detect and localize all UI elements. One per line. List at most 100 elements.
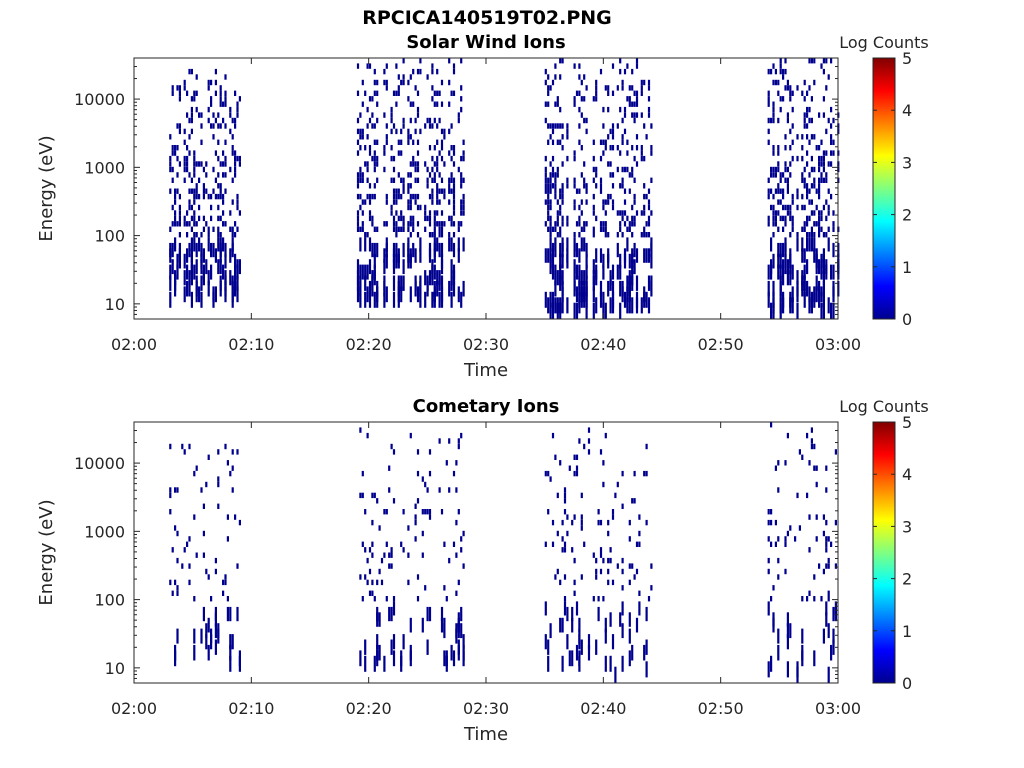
spectrogram-cell — [647, 215, 651, 222]
spectrogram-cell — [361, 596, 364, 602]
spectrogram-cell — [414, 514, 417, 520]
spectrogram-cell — [801, 145, 804, 151]
spectrogram-cell — [193, 150, 196, 156]
spectrogram-cell — [378, 612, 381, 627]
spectrogram-cell — [202, 166, 205, 173]
spectrogram-cell — [803, 166, 806, 173]
spectrogram-cell — [359, 264, 362, 280]
spectrogram-cell — [818, 221, 821, 227]
spectrogram-cell — [438, 291, 441, 308]
spectrogram-cell — [236, 199, 239, 205]
spectrogram-cell — [561, 193, 564, 200]
spectrogram-cell — [460, 106, 463, 113]
spectrogram-cell — [207, 617, 210, 633]
spectrogram-cell — [595, 85, 598, 91]
spectrogram-cell — [193, 161, 196, 167]
spectrogram-cell — [607, 106, 610, 113]
spectrogram-cell — [186, 541, 189, 547]
spectrogram-cell — [450, 177, 453, 183]
spectrogram-cell — [214, 90, 217, 96]
spectrogram-cell — [390, 639, 393, 655]
spectrogram-cell — [436, 221, 439, 227]
spectrogram-cell — [383, 552, 386, 558]
spectrogram-cell — [424, 481, 427, 488]
spectrogram-cell — [359, 128, 362, 135]
spectrogram-cell — [808, 215, 811, 222]
spectrogram-cell — [400, 215, 403, 222]
spectrogram-cell — [373, 79, 376, 86]
spectrogram-cell — [356, 275, 360, 291]
spectrogram-cell — [635, 275, 639, 291]
spectrogram-cell — [361, 134, 364, 140]
spectrogram-cell — [789, 161, 792, 167]
spectrogram-cell — [409, 650, 412, 667]
spectrogram-cell — [566, 123, 569, 129]
spectrogram-cell — [409, 221, 412, 227]
spectrogram-cell — [234, 150, 237, 156]
spectrogram-cell — [611, 183, 615, 189]
spectrogram-cell — [368, 568, 372, 575]
spectrogram-cell — [789, 259, 792, 275]
spectrogram-cell — [820, 63, 823, 69]
spectrogram-cell — [573, 177, 576, 183]
spectrogram-cell — [647, 199, 651, 205]
spectrogram-cell — [364, 90, 367, 96]
spectrogram-cell — [438, 117, 441, 124]
spectrogram-cell — [416, 204, 420, 211]
spectrogram-cell — [770, 655, 773, 672]
spectrogram-cell — [460, 172, 463, 178]
spectrogram-cell — [448, 101, 451, 107]
spectrogram-cell — [231, 145, 234, 151]
spectrogram-cell — [366, 193, 369, 200]
spectrogram-cell — [568, 650, 571, 667]
spectrogram-cell — [212, 112, 215, 118]
spectrogram-cell — [414, 193, 417, 200]
spectrogram-cell — [193, 596, 196, 602]
spectrogram-cell — [592, 232, 595, 238]
spectrogram-cell — [366, 232, 369, 238]
spectrogram-cell — [784, 161, 787, 167]
spectrogram-cell — [803, 248, 806, 263]
spectrogram-cell — [222, 172, 225, 178]
spectrogram-cell — [595, 297, 598, 314]
spectrogram-cell — [214, 79, 217, 86]
spectrogram-cell — [635, 58, 639, 64]
spectrogram-cell — [786, 661, 789, 678]
colorbar-tick-label: 5 — [902, 413, 912, 432]
spectrogram-cell — [388, 487, 391, 493]
spectrogram-cell — [400, 286, 403, 303]
spectrogram-cell — [193, 193, 196, 200]
spectrogram-cell — [813, 650, 816, 667]
spectrogram-cell — [549, 199, 552, 205]
spectrogram-cell — [198, 204, 201, 211]
spectrogram-cell — [416, 574, 420, 580]
spectrogram-cell — [808, 199, 811, 205]
spectrogram-cell — [217, 123, 220, 129]
spectrogram-cell — [559, 253, 562, 269]
spectrogram-cell — [626, 226, 629, 232]
spectrogram-cell — [791, 155, 794, 162]
spectrogram-cell — [462, 530, 465, 537]
spectrogram-cell — [457, 248, 460, 263]
spectrogram-cell — [645, 291, 648, 308]
spectrogram-cell — [174, 650, 177, 667]
spectrogram-cell — [556, 210, 559, 216]
spectrogram-cell — [416, 90, 420, 96]
spectrogram-cell — [777, 557, 780, 564]
spectrogram-cell — [832, 639, 835, 655]
spectrogram-cell — [169, 264, 172, 280]
spectrogram-cell — [808, 117, 811, 124]
spectrogram-cell — [631, 215, 634, 222]
spectrogram-cell — [770, 519, 773, 526]
spectrogram-cell — [205, 221, 208, 227]
spectrogram-cell — [214, 193, 217, 200]
spectrogram-cell — [643, 291, 646, 308]
spectrogram-cell — [366, 106, 369, 113]
spectrogram-cell — [210, 596, 213, 602]
spectrogram-cell — [443, 128, 446, 135]
spectrogram-cell — [551, 541, 555, 547]
spectrogram-cell — [796, 134, 799, 140]
spectrogram-cell — [397, 172, 400, 178]
spectrogram-cell — [450, 221, 453, 227]
spectrogram-cell — [412, 139, 415, 145]
